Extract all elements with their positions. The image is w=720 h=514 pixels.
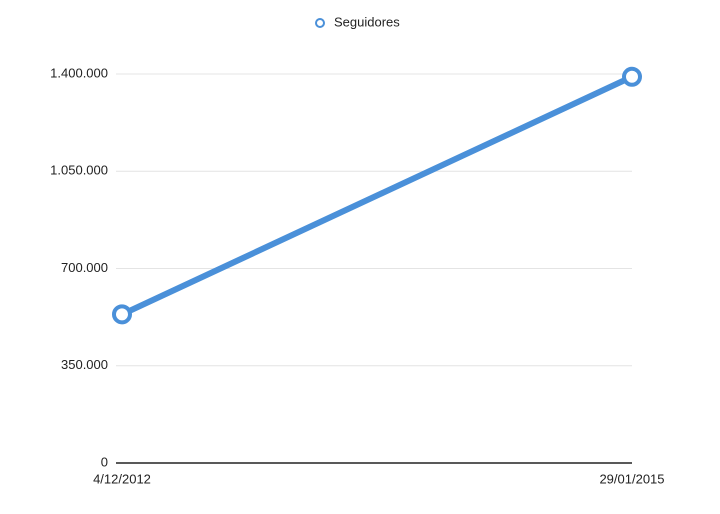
y-tick-label: 1.050.000 bbox=[50, 163, 108, 178]
series-line bbox=[119, 73, 635, 318]
x-tick-label: 29/01/2015 bbox=[599, 471, 664, 486]
y-tick-label: 700.000 bbox=[61, 260, 108, 275]
y-tick-label: 0 bbox=[101, 454, 108, 469]
x-tick-label: 4/12/2012 bbox=[93, 471, 151, 486]
y-tick-label: 350.000 bbox=[61, 357, 108, 372]
data-point bbox=[112, 304, 132, 325]
legend-marker bbox=[315, 18, 325, 28]
y-tick-label: 1.400.000 bbox=[50, 65, 108, 80]
legend-label: Seguidores bbox=[334, 14, 400, 29]
data-point bbox=[622, 66, 642, 87]
